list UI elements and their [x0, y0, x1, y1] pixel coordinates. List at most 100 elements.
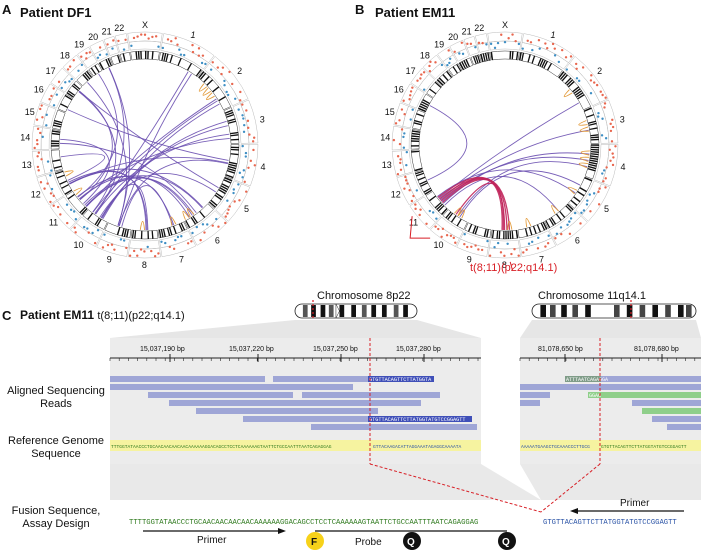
- ideogram-7: [517, 221, 548, 239]
- chrom-label-2: 2: [597, 66, 602, 76]
- chrom-label-20: 20: [88, 32, 98, 42]
- reads-left: [110, 376, 477, 430]
- fusion-seq-left: TTTTGGTATAACCCTGCAACAACAACAACAAAAAAGGACA…: [129, 519, 478, 527]
- chrom-label-18: 18: [60, 51, 70, 61]
- chrom-label-19: 19: [74, 40, 84, 50]
- chrom-label-16: 16: [34, 84, 44, 94]
- fusion-seq-right: GTGTTACAGTTCTTATGGTATGTCCGGAGTT: [543, 519, 677, 527]
- probe-label: Probe: [355, 537, 382, 548]
- panel-c-letter: C: [2, 308, 12, 323]
- bracket-11: [409, 216, 431, 239]
- chrom-label-5: 5: [604, 204, 609, 214]
- translocation-label: t(8;11)(p22;q14.1): [470, 262, 558, 274]
- ideogram-17: [66, 80, 83, 98]
- reference-left-bg: [110, 440, 481, 451]
- chrom-label-3: 3: [620, 115, 625, 125]
- ideogram-10: [82, 209, 108, 230]
- panel-c-patient: Patient EM11: [20, 308, 95, 322]
- fluorophore-label: F: [311, 537, 317, 548]
- chrom-label-6: 6: [215, 236, 220, 246]
- chrom-label-4: 4: [260, 162, 265, 172]
- chrom-label-8: 8: [142, 260, 147, 270]
- chrom-8p22-label: Chromosome 8p22: [317, 290, 411, 302]
- reference-left-seq-a: TTTGGTATAACCCTGCAACAACAACAACAAAAAAGGACAG…: [111, 444, 332, 450]
- chrom-label-1: 1: [550, 30, 555, 40]
- ideogram-6: [184, 203, 214, 229]
- tick-left-2: 15,037,220 bp: [229, 346, 274, 353]
- panel-c-title: Patient EM11 t(8;11)(p22;q14.1): [20, 308, 185, 322]
- read-seq-2: GTGTTACAGTTCTTATGGTATGTCCGGAGTT: [369, 417, 466, 423]
- reference-row-label: Reference Genome Sequence: [8, 435, 104, 460]
- chrom-label-19: 19: [434, 40, 444, 50]
- chrom-label-6: 6: [575, 236, 580, 246]
- chrom-label-X: X: [502, 20, 508, 30]
- reference-left-seq-b: GTTACAAGACATTAGGAAATAGAGGCAAAATA: [373, 444, 461, 450]
- chrom-11q14-label: Chromosome 11q14.1: [538, 290, 647, 302]
- ideogram-19: [88, 63, 103, 77]
- fluorophore-icon: [306, 532, 324, 550]
- chrom-label-2: 2: [237, 66, 242, 76]
- chrom-label-7: 7: [539, 254, 544, 264]
- panel-b-letter: B: [355, 2, 365, 17]
- quencher-icon-1: [403, 532, 421, 550]
- chromosome-11-ideogram: [531, 300, 697, 322]
- chrom-label-11: 11: [409, 218, 418, 228]
- reference-right-seq-b: GTGTTACAGTTCTTATGGTATGTCCGGAGTT: [601, 444, 687, 450]
- chrom-label-8: 8: [502, 260, 507, 270]
- chrom-label-7: 7: [179, 254, 184, 264]
- tick-right-1: 81,078,650 bp: [538, 346, 583, 353]
- quencher-label-1: Q: [407, 537, 415, 548]
- primer-right-label: Primer: [620, 498, 650, 509]
- ideogram-13: [410, 149, 423, 172]
- right-read-seq-1: ATTTAATCAGAGGA: [566, 377, 608, 383]
- right-read-seq-2: GGAG: [589, 393, 601, 399]
- reads-row-label: Aligned Sequencing Reads: [7, 385, 105, 410]
- primer-left-arrow: [278, 528, 286, 534]
- chrom-label-X: X: [142, 20, 148, 30]
- chrom-label-21: 21: [462, 26, 472, 36]
- primer-right-arrow: [570, 508, 578, 514]
- chrom-label-12: 12: [391, 190, 401, 200]
- tick-left-1: 15,037,190 bp: [140, 346, 185, 353]
- chromosome-8-ideogram: [294, 300, 418, 322]
- chrom-label-15: 15: [25, 107, 35, 117]
- quencher-icon-2: [498, 532, 516, 550]
- tick-left-4: 15,037,280 bp: [396, 346, 441, 353]
- chrom-label-15: 15: [385, 107, 395, 117]
- chrom-label-12: 12: [31, 190, 41, 200]
- chrom-label-10: 10: [433, 240, 443, 250]
- chrom-label-21: 21: [102, 26, 112, 36]
- reference-right-bg: [520, 440, 701, 451]
- panel-c-subtitle: t(8;11)(p22;q14.1): [97, 310, 185, 322]
- read-seq-1: GTGTTACAGTTCTTATGGTA: [369, 377, 432, 383]
- chrom-label-3: 3: [260, 115, 265, 125]
- chrom-label-17: 17: [406, 66, 416, 76]
- quencher-label-2: Q: [502, 537, 510, 548]
- chrom-label-11: 11: [49, 218, 58, 228]
- tick-left-3: 15,037,250 bp: [313, 346, 358, 353]
- chrom-label-22: 22: [114, 23, 124, 33]
- chrom-label-9: 9: [467, 255, 472, 265]
- chrom-label-5: 5: [244, 204, 249, 214]
- chrom-label-14: 14: [20, 133, 30, 143]
- ideogram-15: [412, 109, 426, 130]
- fusion-wedge-right: [520, 464, 701, 500]
- reads-right: [520, 376, 701, 430]
- fusion-wedge-left: [110, 464, 541, 500]
- chrom-label-20: 20: [448, 32, 458, 42]
- panel-a-letter: A: [2, 2, 12, 17]
- ideogram-15: [52, 109, 66, 130]
- zoom-right: [520, 320, 701, 338]
- ideogram-11: [425, 191, 448, 216]
- reference-right-seq-a: AAAAATGAAGCTGCAAACCCTTGCG: [521, 444, 590, 450]
- panel-b-title: Patient EM11: [375, 5, 456, 20]
- chrom-label-17: 17: [46, 66, 56, 76]
- chrom-label-22: 22: [474, 23, 484, 33]
- chrom-label-9: 9: [107, 255, 112, 265]
- fusion-row-label: Fusion Sequence, Assay Design: [11, 505, 101, 530]
- chrom-label-10: 10: [73, 240, 83, 250]
- primer-left-label: Primer: [197, 535, 227, 546]
